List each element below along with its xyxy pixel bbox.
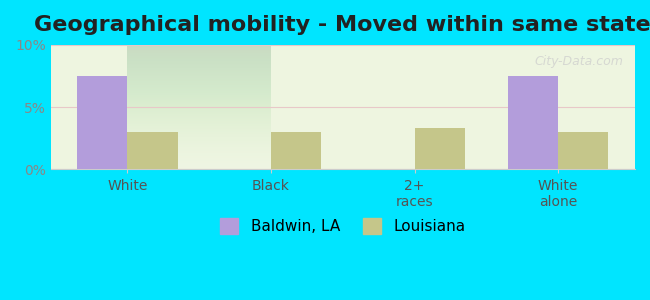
Bar	[558, 132, 608, 170]
Legend: Baldwin, LA, Louisiana: Baldwin, LA, Louisiana	[214, 212, 472, 240]
Bar	[415, 128, 465, 170]
Bar	[127, 132, 177, 170]
Text: City-Data.com: City-Data.com	[534, 55, 623, 68]
Bar	[271, 132, 321, 170]
Bar	[77, 76, 127, 170]
Title: Geographical mobility - Moved within same state: Geographical mobility - Moved within sam…	[34, 15, 650, 35]
Bar	[508, 76, 558, 170]
